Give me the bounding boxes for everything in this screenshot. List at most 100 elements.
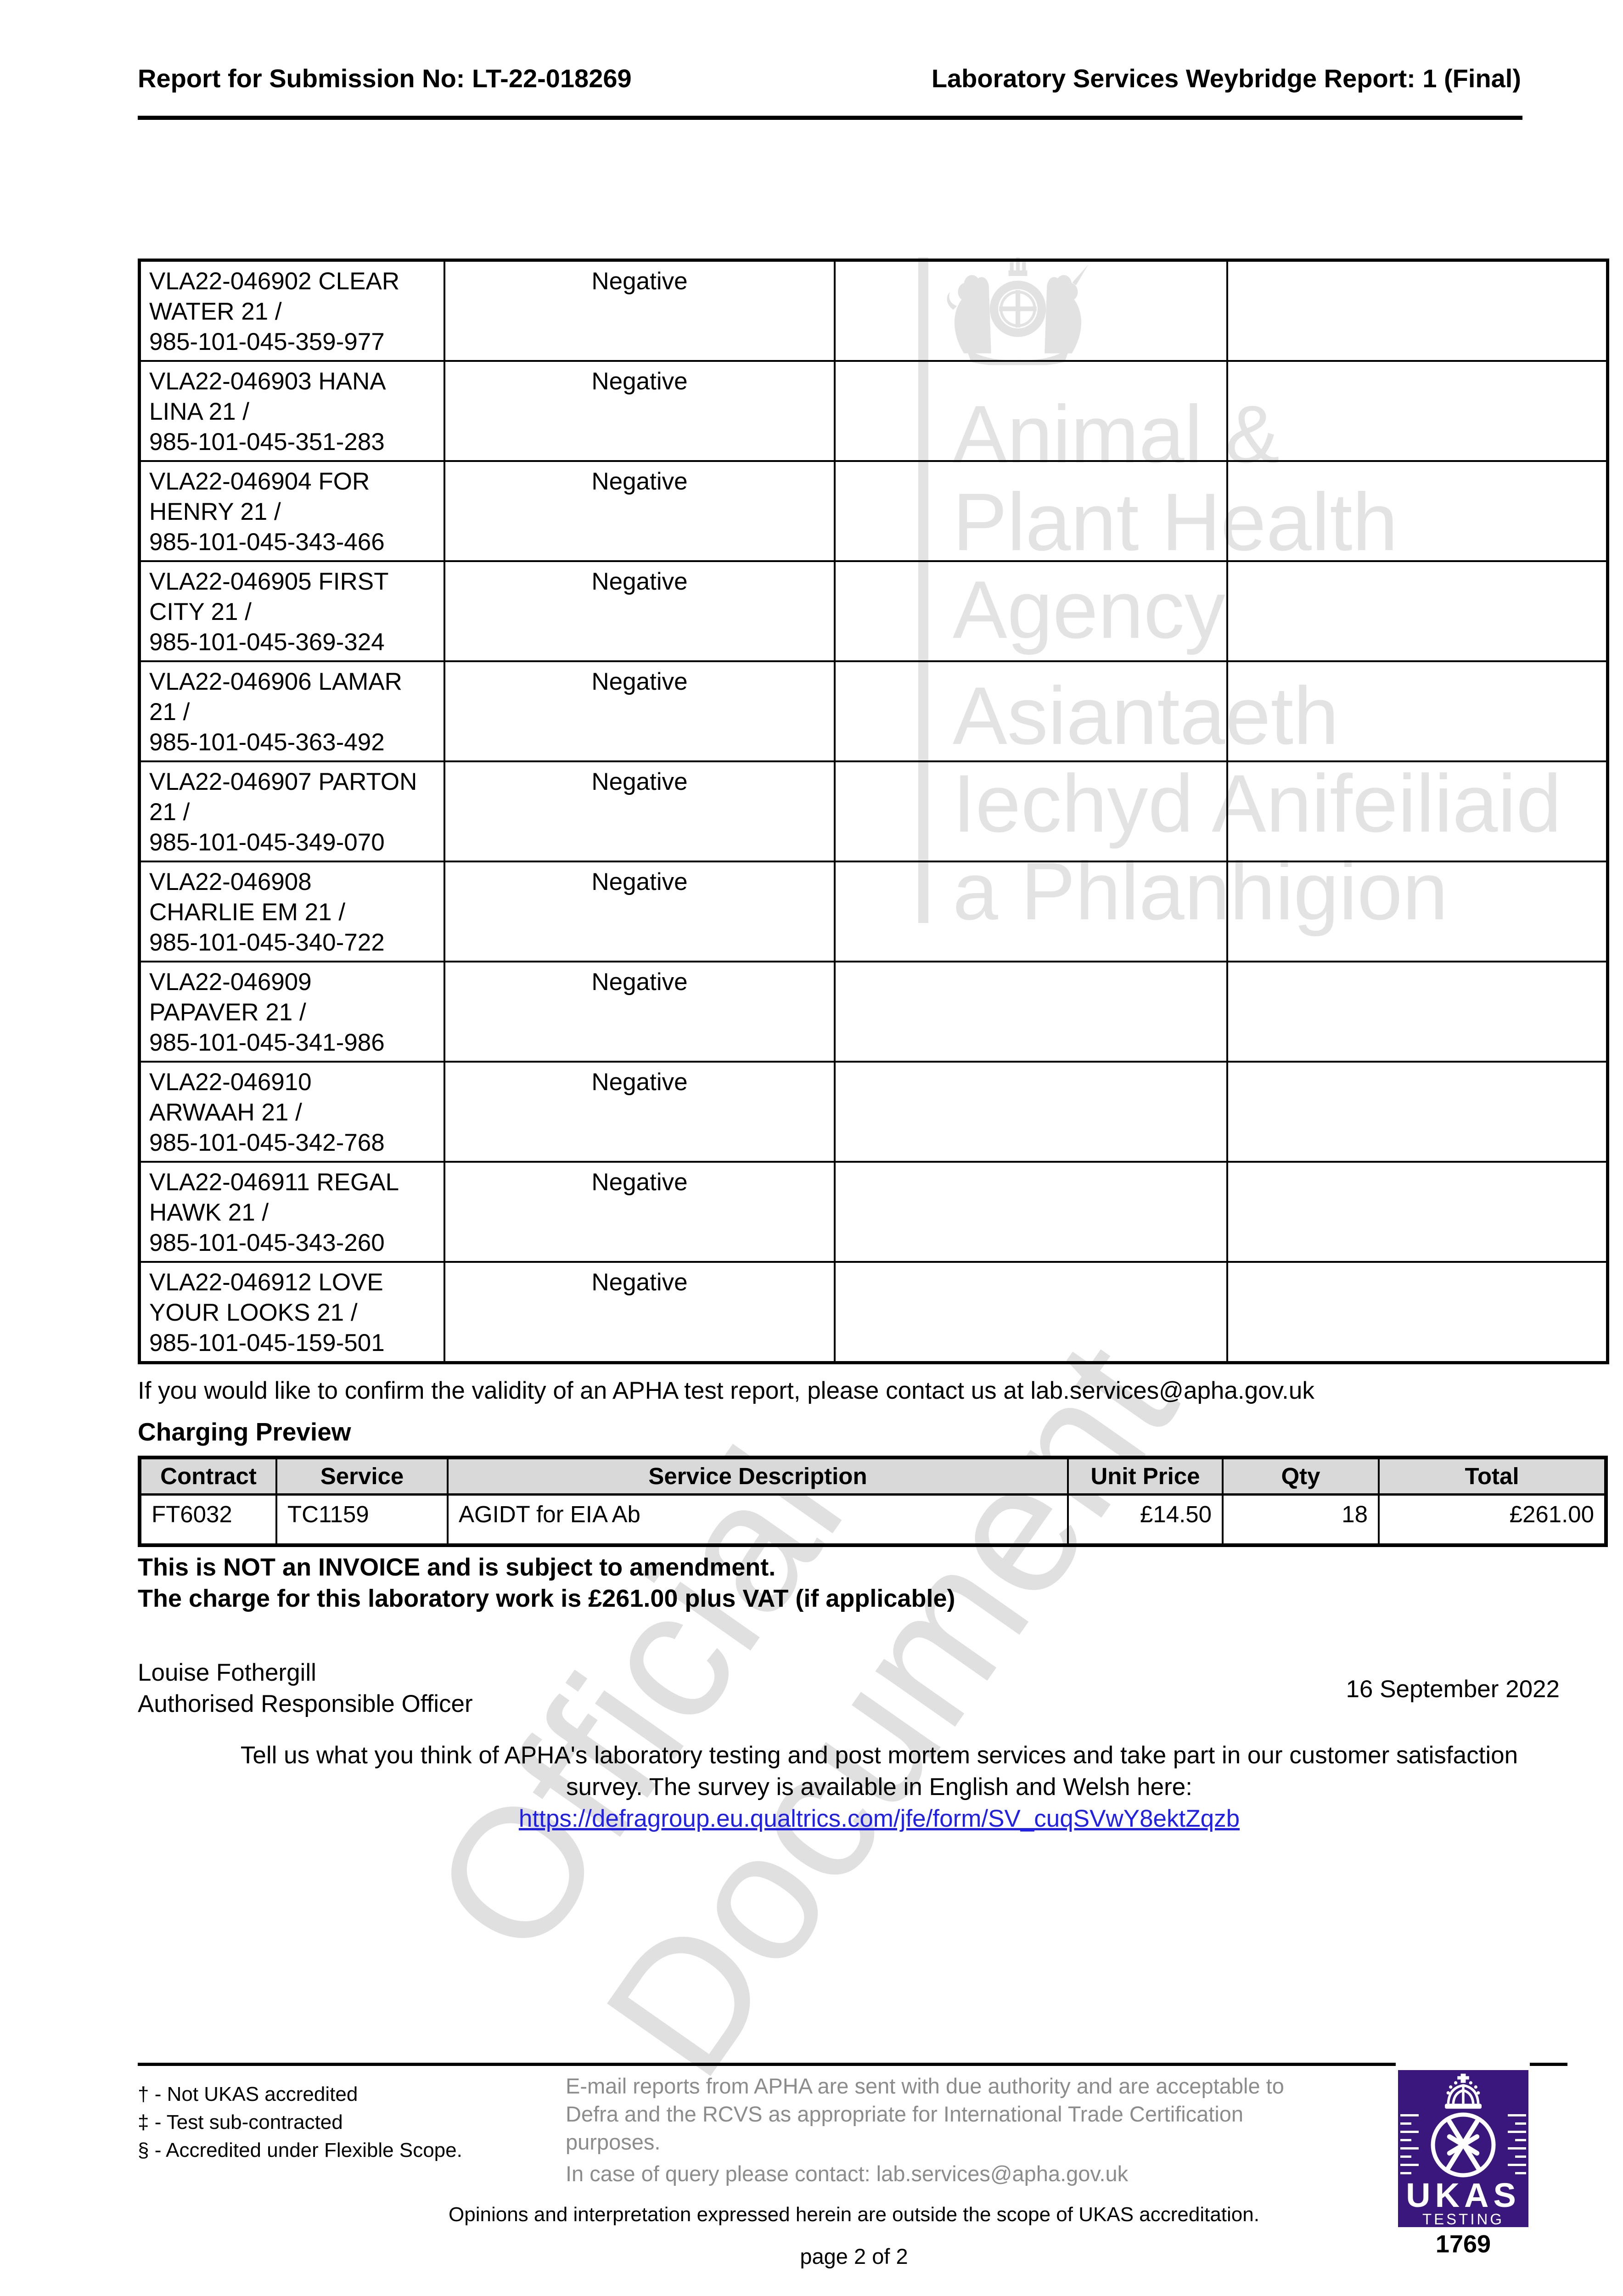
ukas-left-ticks [1400,2114,1419,2174]
result-cell: Negative [445,1263,836,1361]
empty-cell [836,362,1228,460]
email-disclaimer-line2: Defra and the RCVS as appropriate for In… [566,2102,1244,2126]
signer-title: Authorised Responsible Officer [138,1690,473,1717]
ukas-accreditation-number: 1769 [1435,2230,1491,2258]
charging-header-description: Service Description [449,1459,1069,1493]
table-row: VLA22-046912 LOVE YOUR LOOKS 21 / 985-10… [141,1263,1606,1361]
empty-cell [836,862,1228,961]
sample-id-cell: VLA22-046904 FOR HENRY 21 / 985-101-045-… [141,462,445,560]
charging-table-header-row: Contract Service Service Description Uni… [141,1459,1604,1496]
table-row: VLA22-046906 LAMAR 21 / 985-101-045-363-… [141,662,1606,762]
email-disclaimer-line3: purposes. [566,2130,661,2154]
result-cell: Negative [445,362,836,460]
email-disclaimer-line1: E-mail reports from APHA are sent with d… [566,2074,1284,2098]
footnote-not-ukas-accredited: † - Not UKAS accredited [138,2083,358,2105]
report-submission-number: Report for Submission No: LT-22-018269 [138,64,632,93]
survey-text-line2: survey. The survey is available in Engli… [566,1773,1192,1801]
result-cell: Negative [445,262,836,360]
ukas-emblem-icon [1431,2112,1496,2178]
ukas-category-label: TESTING [1422,2211,1504,2228]
charging-description: AGIDT for EIA Ab [449,1496,1069,1543]
empty-cell [1228,1263,1606,1361]
table-row: VLA22-046909 PAPAVER 21 / 985-101-045-34… [141,962,1606,1063]
charging-unit-price: £14.50 [1069,1496,1224,1543]
table-row: VLA22-046907 PARTON 21 / 985-101-045-349… [141,762,1606,862]
footer-rule-stub [1530,2063,1567,2066]
charging-table-data-row: FT6032 TC1159 AGIDT for EIA Ab £14.50 18… [141,1496,1604,1543]
sample-id-cell: VLA22-046903 HANA LINA 21 / 985-101-045-… [141,362,445,460]
empty-cell [1228,1063,1606,1161]
charging-header-qty: Qty [1224,1459,1380,1493]
charging-total: £261.00 [1509,1501,1594,1527]
result-cell: Negative [445,762,836,861]
charging-header-total: Total [1380,1459,1604,1493]
result-cell: Negative [445,862,836,961]
survey-paragraph: Tell us what you think of APHA's laborat… [138,1739,1621,1835]
empty-cell [1228,362,1606,460]
empty-cell [836,762,1228,861]
result-cell: Negative [445,1063,836,1161]
empty-cell [1228,962,1606,1061]
report-date: 16 September 2022 [1346,1676,1560,1703]
empty-cell [1228,862,1606,961]
ukas-testing-logo: UKAS TESTING [1398,2070,1528,2228]
charging-header-unit-price: Unit Price [1069,1459,1224,1493]
empty-cell [836,1263,1228,1361]
empty-cell [1228,562,1606,660]
empty-cell [836,1163,1228,1261]
empty-cell [1228,662,1606,760]
table-row: VLA22-046902 CLEAR WATER 21 / 985-101-04… [141,262,1606,362]
table-row: VLA22-046904 FOR HENRY 21 / 985-101-045-… [141,462,1606,562]
table-row: VLA22-046911 REGAL HAWK 21 / 985-101-045… [141,1163,1606,1263]
empty-cell [1228,762,1606,861]
empty-cell [836,962,1228,1061]
query-contact-note: In case of query please contact: lab.ser… [566,2161,1129,2186]
result-cell: Negative [445,962,836,1061]
table-row: VLA22-046910 ARWAAH 21 / 985-101-045-342… [141,1063,1606,1163]
charge-amount-note: The charge for this laboratory work is £… [138,1585,955,1612]
sample-id-cell: VLA22-046910 ARWAAH 21 / 985-101-045-342… [141,1063,445,1161]
empty-cell [836,662,1228,760]
table-row: VLA22-046903 HANA LINA 21 / 985-101-045-… [141,362,1606,462]
apha-watermark-english: Animal & Plant Health Agency [953,388,1398,655]
charging-qty: 18 [1224,1496,1380,1543]
ukas-wordmark: UKAS [1406,2176,1521,2214]
sample-id-cell: VLA22-046907 PARTON 21 / 985-101-045-349… [141,762,445,861]
sample-id-cell: VLA22-046912 LOVE YOUR LOOKS 21 / 985-10… [141,1263,445,1361]
table-row: VLA22-046905 FIRST CITY 21 / 985-101-045… [141,562,1606,662]
charging-table: Contract Service Service Description Uni… [138,1456,1608,1547]
not-invoice-note: This is NOT an INVOICE and is subject to… [138,1553,776,1581]
sample-id-cell: VLA22-046905 FIRST CITY 21 / 985-101-045… [141,562,445,660]
footnote-test-subcontracted: ‡ - Test sub-contracted [138,2111,343,2133]
validity-note: If you would like to confirm the validit… [138,1377,1314,1404]
empty-cell [1228,462,1606,560]
charging-contract: FT6032 [141,1496,277,1543]
empty-cell [836,462,1228,560]
signer-name: Louise Fothergill [138,1659,316,1686]
charging-preview-heading: Charging Preview [138,1418,351,1446]
sample-id-cell: VLA22-046906 LAMAR 21 / 985-101-045-363-… [141,662,445,760]
sample-id-cell: VLA22-046911 REGAL HAWK 21 / 985-101-045… [141,1163,445,1261]
survey-text-line1: Tell us what you think of APHA's laborat… [240,1742,1518,1769]
ukas-right-ticks [1508,2114,1526,2174]
empty-cell [836,562,1228,660]
result-cell: Negative [445,562,836,660]
sample-id-cell: VLA22-046902 CLEAR WATER 21 / 985-101-04… [141,262,445,360]
empty-cell [1228,262,1606,360]
opinions-note: Opinions and interpretation expressed he… [449,2203,1259,2226]
empty-cell [836,262,1228,360]
charging-service: TC1159 [277,1496,449,1543]
result-cell: Negative [445,1163,836,1261]
survey-link[interactable]: https://defragroup.eu.qualtrics.com/jfe/… [518,1805,1240,1832]
result-cell: Negative [445,462,836,560]
sample-id-cell: VLA22-046909 PAPAVER 21 / 985-101-045-34… [141,962,445,1061]
footer-rule [138,2063,1396,2066]
empty-cell [1228,1163,1606,1261]
table-row: VLA22-046908 CHARLIE EM 21 / 985-101-045… [141,862,1606,962]
royal-arms-watermark-icon [947,257,1089,365]
results-table: VLA22-046902 CLEAR WATER 21 / 985-101-04… [138,259,1609,1364]
sample-id-cell: VLA22-046908 CHARLIE EM 21 / 985-101-045… [141,862,445,961]
empty-cell [836,1063,1228,1161]
footnote-flexible-scope: § - Accredited under Flexible Scope. [138,2139,462,2161]
charging-header-service: Service [277,1459,449,1493]
